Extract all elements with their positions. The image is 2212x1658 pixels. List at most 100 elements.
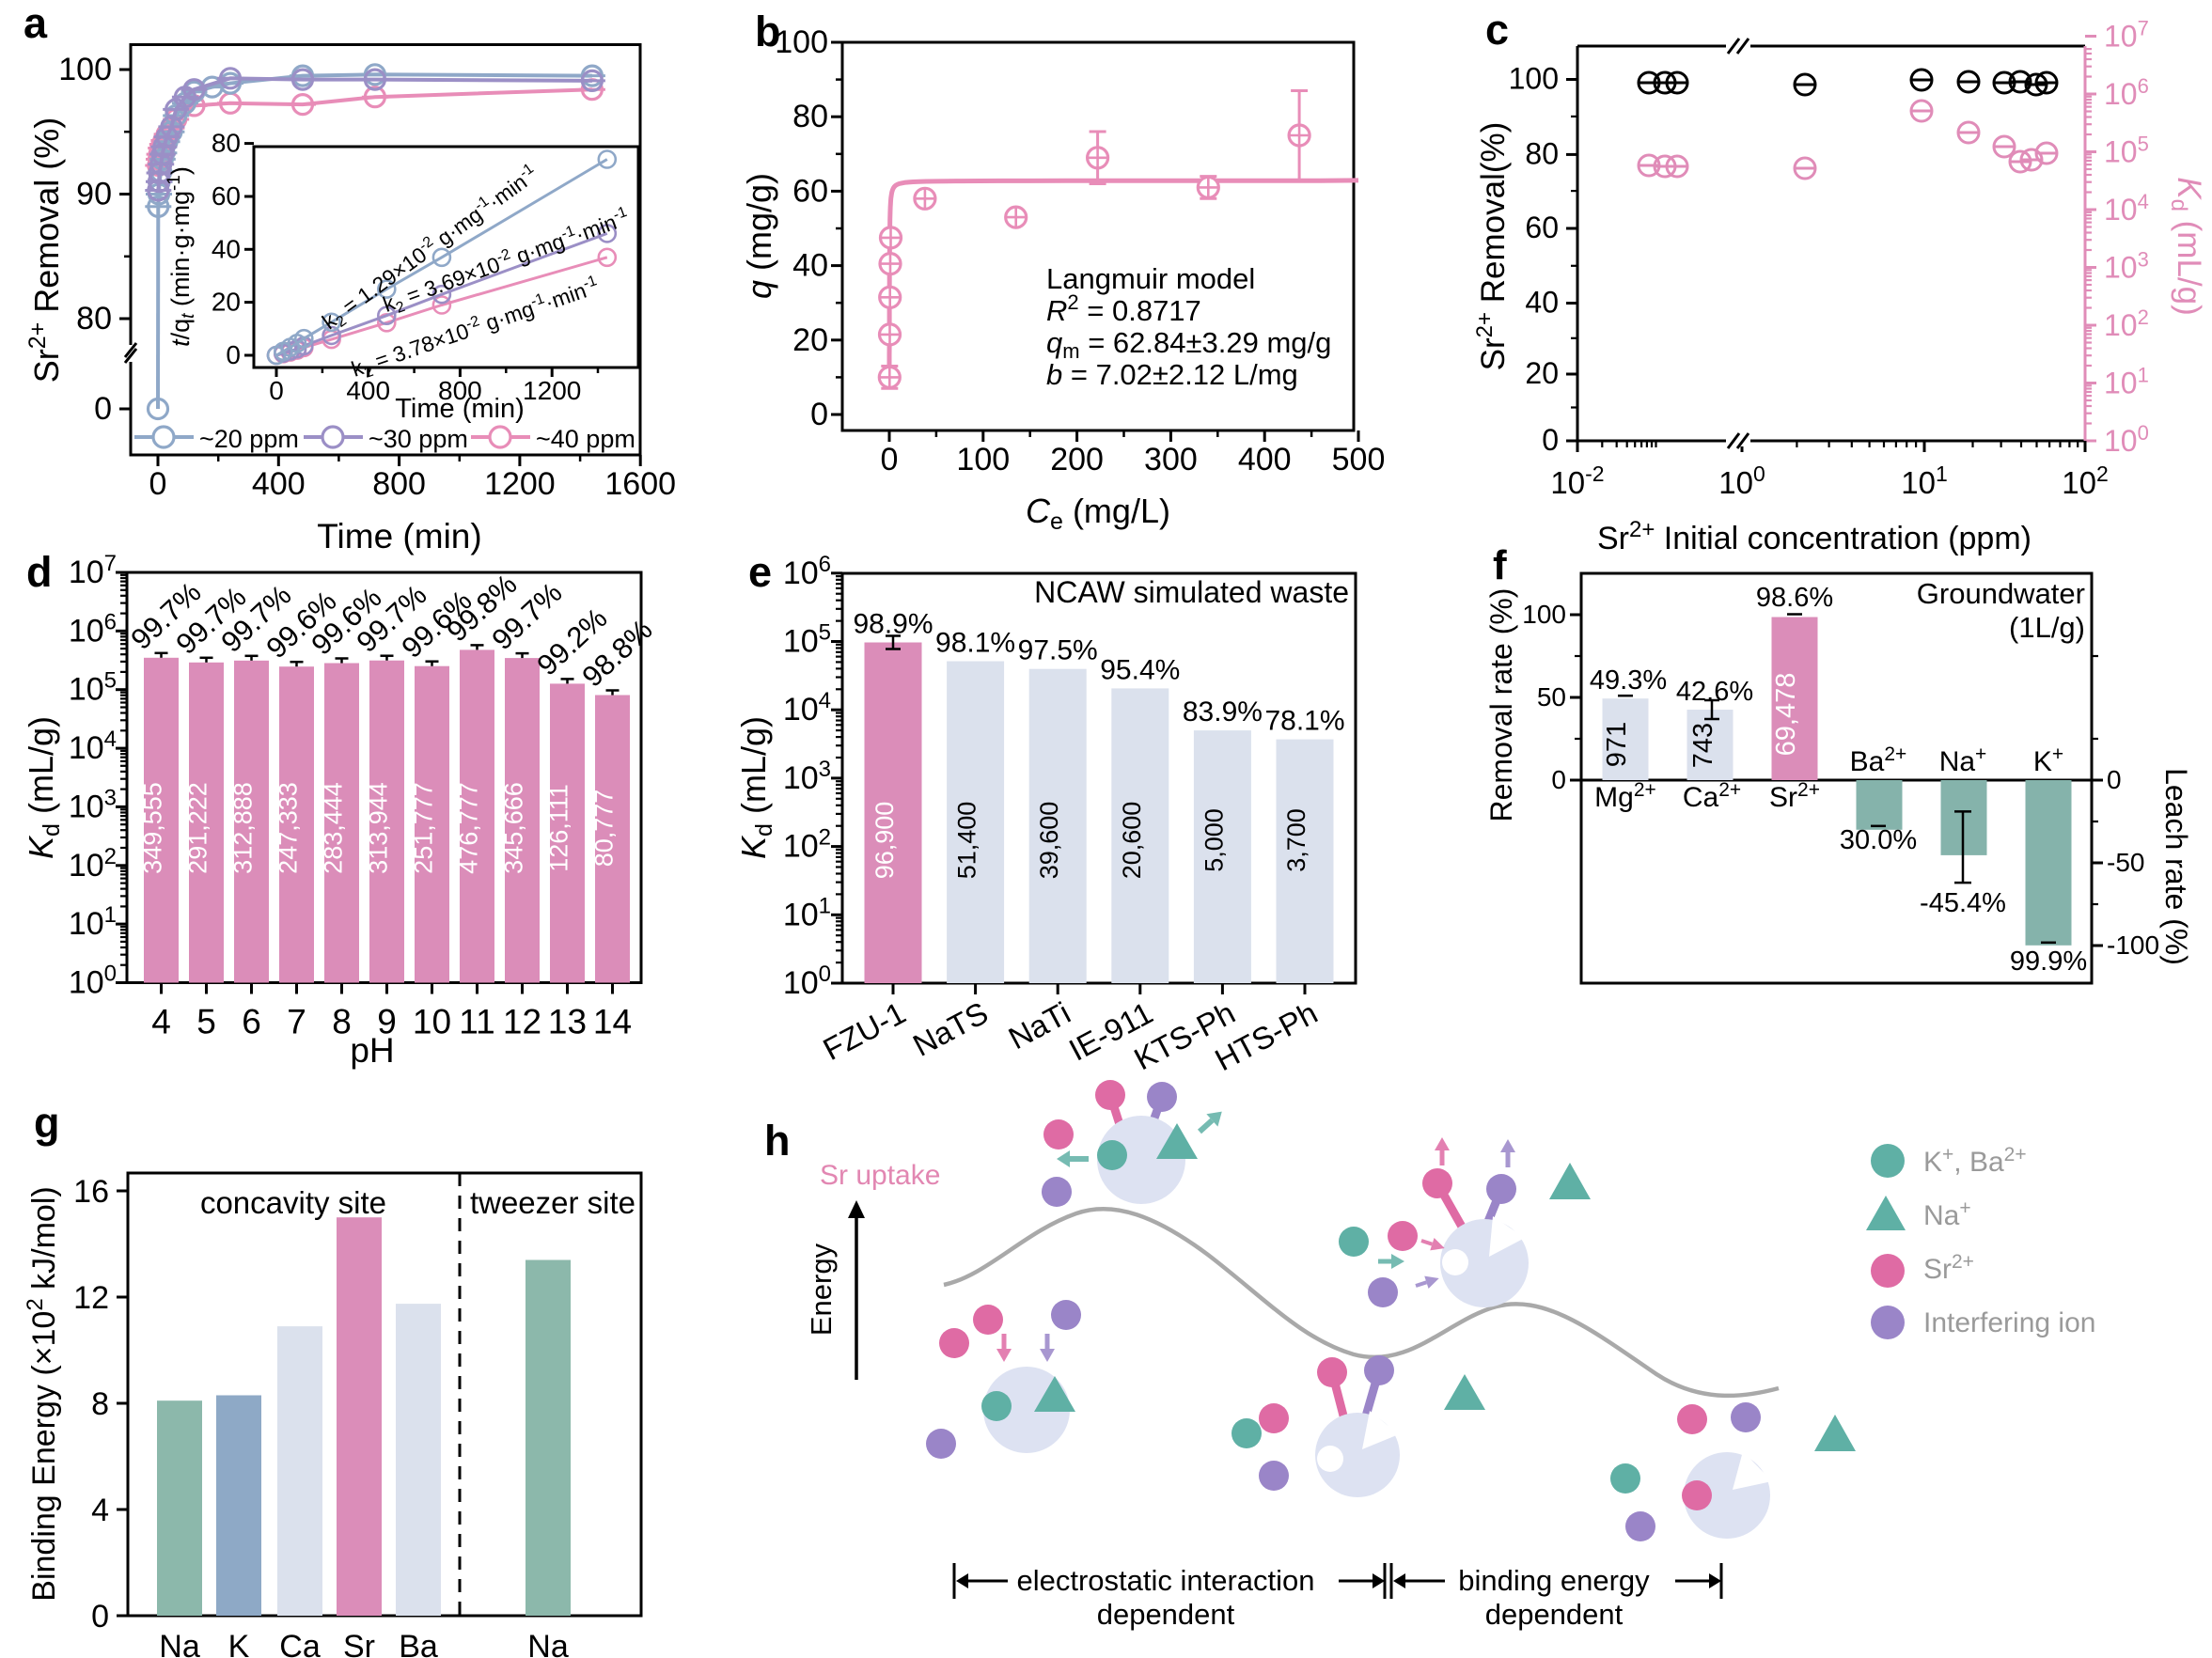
svg-text:7: 7	[287, 1003, 306, 1041]
svg-text:100: 100	[1522, 600, 1566, 629]
svg-text:30.0%: 30.0%	[1840, 825, 1917, 855]
svg-text:b: b	[755, 8, 781, 55]
svg-text:0: 0	[1551, 765, 1566, 794]
svg-text:96,900: 96,900	[871, 802, 899, 880]
svg-text:0: 0	[94, 391, 112, 427]
svg-text:83.9%: 83.9%	[1183, 696, 1263, 727]
svg-text:102​: 102​	[2062, 461, 2109, 500]
svg-text:Na: Na	[159, 1629, 200, 1658]
svg-text:107​: 107​	[69, 551, 117, 590]
svg-text:12: 12	[503, 1003, 541, 1041]
svg-text:binding energy: binding energy	[1458, 1564, 1650, 1597]
svg-text:Time (min): Time (min)	[317, 517, 481, 555]
svg-text:Sr2+​ Removal(%): Sr2+​ Removal(%)	[1472, 122, 1512, 371]
svg-text:Energy: Energy	[805, 1243, 838, 1336]
svg-text:251,777: 251,777	[410, 782, 438, 874]
svg-text:80: 80	[792, 99, 828, 134]
svg-text:Na+​: Na+​	[1939, 743, 1987, 777]
svg-text:Na+​: Na+​	[1923, 1197, 1971, 1231]
svg-text:102​: 102​	[2104, 305, 2149, 342]
svg-text:90: 90	[76, 177, 112, 212]
svg-text:Sr uptake: Sr uptake	[820, 1160, 940, 1191]
svg-text:12: 12	[73, 1280, 109, 1316]
svg-text:500: 500	[1332, 442, 1386, 477]
svg-text:q (mg/g): q (mg/g)	[740, 173, 778, 299]
svg-text:100​: 100​	[69, 962, 117, 1001]
svg-text:78.1%: 78.1%	[1264, 706, 1344, 737]
svg-text:107​: 107​	[2104, 17, 2149, 54]
svg-text:16: 16	[73, 1174, 109, 1210]
svg-text:60: 60	[1525, 211, 1559, 244]
svg-text:39,600: 39,600	[1035, 802, 1063, 880]
svg-text:20: 20	[1525, 356, 1559, 390]
svg-text:Langmuir model: Langmuir model	[1046, 262, 1255, 295]
svg-text:Ba2+​: Ba2+​	[1850, 743, 1907, 777]
svg-text:51,400: 51,400	[953, 802, 981, 880]
svg-text:qm​ = 62.84±3.29 mg/g: qm​ = 62.84±3.29 mg/g	[1046, 326, 1331, 363]
svg-text:80: 80	[212, 129, 241, 158]
svg-text:20: 20	[792, 322, 828, 358]
svg-text:1200: 1200	[484, 466, 556, 502]
svg-text:5,000: 5,000	[1200, 808, 1228, 872]
svg-text:Sr: Sr	[343, 1629, 375, 1658]
svg-text:0: 0	[2107, 765, 2122, 794]
svg-text:tweezer site: tweezer site	[470, 1185, 635, 1220]
svg-text:1200: 1200	[523, 376, 581, 405]
svg-text:electrostatic interaction: electrostatic interaction	[1016, 1564, 1314, 1597]
svg-text:Sr2+​ Removal (%): Sr2+​ Removal (%)	[24, 117, 66, 383]
svg-text:b = 7.02±2.12 L/mg: b = 7.02±2.12 L/mg	[1046, 358, 1298, 391]
svg-text:101​: 101​	[783, 893, 831, 932]
svg-text:6: 6	[242, 1003, 261, 1041]
svg-text:Leach rate (%): Leach rate (%)	[2159, 768, 2193, 965]
svg-text:106​: 106​	[2104, 74, 2149, 111]
svg-text:20,600: 20,600	[1118, 802, 1146, 880]
svg-text:0: 0	[881, 442, 899, 477]
svg-text:104​: 104​	[2104, 190, 2149, 227]
svg-text:Na: Na	[527, 1629, 569, 1658]
svg-text:3,700: 3,700	[1282, 808, 1310, 872]
svg-text:100: 100	[58, 52, 112, 87]
svg-text:103​: 103​	[783, 757, 831, 796]
svg-text:50: 50	[1537, 682, 1566, 712]
svg-text:100​: 100​	[783, 962, 831, 1001]
svg-text:8: 8	[332, 1003, 352, 1041]
svg-text:-100: -100	[2107, 931, 2159, 960]
svg-text:80: 80	[1525, 136, 1559, 170]
svg-text:97.5%: 97.5%	[1018, 635, 1098, 666]
svg-text:103​: 103​	[69, 785, 117, 824]
svg-text:a: a	[24, 0, 48, 47]
svg-text:102​: 102​	[783, 825, 831, 865]
svg-text:98.1%: 98.1%	[935, 628, 1015, 659]
svg-text:NCAW simulated waste: NCAW simulated waste	[1034, 575, 1349, 609]
svg-text:971: 971	[1602, 722, 1632, 767]
svg-text:(1L/g): (1L/g)	[2009, 611, 2085, 644]
svg-text:104​: 104​	[783, 688, 831, 727]
svg-text:100: 100	[775, 24, 828, 60]
svg-text:0: 0	[149, 466, 167, 502]
svg-text:800: 800	[438, 376, 482, 405]
svg-text:105​: 105​	[783, 620, 831, 660]
svg-text:Groundwater: Groundwater	[1917, 577, 2085, 610]
svg-text:10: 10	[413, 1003, 451, 1041]
svg-text:g: g	[34, 1099, 60, 1147]
svg-text:800: 800	[372, 466, 426, 502]
svg-text:dependent: dependent	[1485, 1598, 1624, 1631]
svg-text:R2​ = 0.8717: R2​ = 0.8717	[1046, 290, 1201, 327]
svg-text:1600: 1600	[604, 466, 676, 502]
svg-text:349,555: 349,555	[139, 782, 167, 874]
svg-text:40: 40	[792, 248, 828, 284]
svg-text:60: 60	[212, 181, 241, 211]
svg-text:c: c	[1485, 6, 1509, 54]
svg-text:105​: 105​	[2104, 133, 2149, 169]
svg-text:80,777: 80,777	[590, 790, 619, 868]
svg-text:t/qt​ (min·g·mg-1​): t/qt​ (min·g·mg-1​)	[165, 166, 198, 347]
svg-text:100: 100	[956, 442, 1010, 477]
svg-text:40: 40	[212, 234, 241, 263]
svg-text:Ca2+​: Ca2+​	[1683, 779, 1741, 813]
svg-text:102​: 102​	[69, 844, 117, 884]
svg-text:Sr2+​: Sr2+​	[1923, 1251, 1974, 1285]
svg-text:Mg2+​: Mg2+​	[1594, 779, 1656, 813]
svg-text:400: 400	[346, 376, 390, 405]
svg-text:f: f	[1493, 542, 1507, 588]
svg-text:K: K	[228, 1629, 250, 1658]
